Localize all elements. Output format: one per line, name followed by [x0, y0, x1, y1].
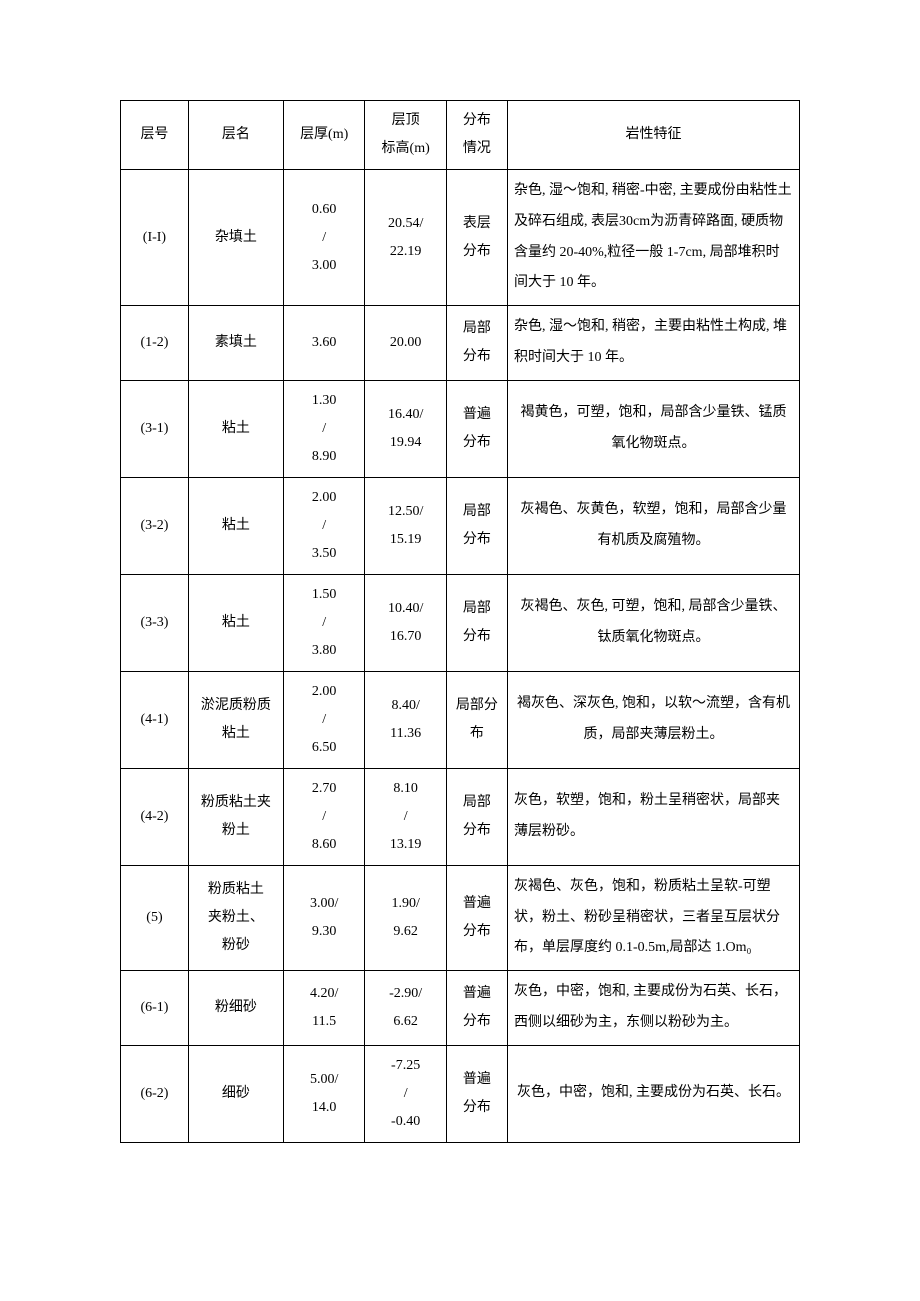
table-row: (1-2)素填土3.6020.00局部分布杂色, 湿～饱和, 稍密，主要由粘性土… — [121, 306, 800, 381]
cell-distribution: 局部分布 — [446, 768, 507, 865]
table-row: (I-I)杂填土0.60/3.0020.54/22.19表层分布杂色, 湿～饱和… — [121, 170, 800, 306]
cell-layer_name: 粘土 — [188, 380, 283, 477]
cell-distribution: 普遍分布 — [446, 865, 507, 970]
cell-thickness: 2.70/8.60 — [283, 768, 364, 865]
cell-layer_no: (3-2) — [121, 477, 189, 574]
table-row: (6-1)粉细砂4.20/11.5-2.90/6.62普遍分布灰色，中密，饱和,… — [121, 971, 800, 1046]
header-top-elev: 层顶标高(m) — [365, 101, 446, 170]
cell-thickness: 1.50/3.80 — [283, 574, 364, 671]
cell-top_elev: 10.40/16.70 — [365, 574, 446, 671]
table-row: (4-2)粉质粘土夹粉土2.70/8.608.10/13.19局部分布灰色，软塑… — [121, 768, 800, 865]
cell-description: 灰色，软塑，饱和，粉土呈稍密状，局部夹薄层粉砂。 — [507, 768, 799, 865]
header-layer-no: 层号 — [121, 101, 189, 170]
cell-layer_name: 杂填土 — [188, 170, 283, 306]
cell-layer_name: 粉质粘土夹粉土 — [188, 768, 283, 865]
cell-layer_name: 粉质粘土夹粉土、粉砂 — [188, 865, 283, 970]
cell-thickness: 2.00/3.50 — [283, 477, 364, 574]
cell-description: 褐黄色，可塑，饱和，局部含少量铁、锰质氧化物斑点。 — [507, 380, 799, 477]
cell-top_elev: -2.90/6.62 — [365, 971, 446, 1046]
cell-top_elev: 12.50/15.19 — [365, 477, 446, 574]
cell-description: 灰色，中密，饱和, 主要成份为石英、长石，西侧以细砂为主，东侧以粉砂为主。 — [507, 971, 799, 1046]
cell-distribution: 局部分布 — [446, 574, 507, 671]
table-header: 层号 层名 层厚(m) 层顶标高(m) 分布情况 岩性特征 — [121, 101, 800, 170]
cell-distribution: 普遍分布 — [446, 1045, 507, 1142]
cell-layer_no: (5) — [121, 865, 189, 970]
table-body: (I-I)杂填土0.60/3.0020.54/22.19表层分布杂色, 湿～饱和… — [121, 170, 800, 1143]
cell-layer_no: (3-3) — [121, 574, 189, 671]
table-row: (3-3)粘土1.50/3.8010.40/16.70局部分布灰褐色、灰色, 可… — [121, 574, 800, 671]
cell-thickness: 3.60 — [283, 306, 364, 381]
cell-description: 灰色，中密，饱和, 主要成份为石英、长石。 — [507, 1045, 799, 1142]
cell-top_elev: 1.90/9.62 — [365, 865, 446, 970]
cell-distribution: 局部分布 — [446, 671, 507, 768]
cell-top_elev: 20.00 — [365, 306, 446, 381]
cell-description: 灰褐色、灰色，饱和，粉质粘土呈软-可塑状，粉土、粉砂呈稍密状，三者呈互层状分布，… — [507, 865, 799, 970]
cell-layer_no: (3-1) — [121, 380, 189, 477]
table-row: (3-2)粘土2.00/3.5012.50/15.19局部分布灰褐色、灰黄色，软… — [121, 477, 800, 574]
cell-distribution: 局部分布 — [446, 477, 507, 574]
cell-thickness: 5.00/14.0 — [283, 1045, 364, 1142]
cell-layer_name: 细砂 — [188, 1045, 283, 1142]
cell-layer_no: (6-2) — [121, 1045, 189, 1142]
cell-description: 杂色, 湿～饱和, 稍密-中密, 主要成份由粘性土及碎石组成, 表层30cm为沥… — [507, 170, 799, 306]
cell-distribution: 普遍分布 — [446, 971, 507, 1046]
cell-layer_name: 粉细砂 — [188, 971, 283, 1046]
cell-description: 灰褐色、灰黄色，软塑，饱和，局部含少量有机质及腐殖物。 — [507, 477, 799, 574]
cell-top_elev: -7.25/-0.40 — [365, 1045, 446, 1142]
cell-description: 褐灰色、深灰色, 饱和，以软～流塑，含有机质，局部夹薄层粉土。 — [507, 671, 799, 768]
cell-layer_no: (6-1) — [121, 971, 189, 1046]
page: 层号 层名 层厚(m) 层顶标高(m) 分布情况 岩性特征 (I-I)杂填土0.… — [0, 0, 920, 1203]
cell-thickness: 0.60/3.00 — [283, 170, 364, 306]
cell-top_elev: 8.40/11.36 — [365, 671, 446, 768]
cell-thickness: 1.30/8.90 — [283, 380, 364, 477]
soil-layer-table: 层号 层名 层厚(m) 层顶标高(m) 分布情况 岩性特征 (I-I)杂填土0.… — [120, 100, 800, 1143]
header-thickness: 层厚(m) — [283, 101, 364, 170]
table-row: (4-1)淤泥质粉质粘土2.00/6.508.40/11.36局部分布褐灰色、深… — [121, 671, 800, 768]
table-row: (5)粉质粘土夹粉土、粉砂3.00/9.301.90/9.62普遍分布灰褐色、灰… — [121, 865, 800, 970]
cell-top_elev: 16.40/19.94 — [365, 380, 446, 477]
cell-thickness: 4.20/11.5 — [283, 971, 364, 1046]
cell-layer_no: (4-1) — [121, 671, 189, 768]
header-distribution: 分布情况 — [446, 101, 507, 170]
cell-layer_no: (4-2) — [121, 768, 189, 865]
cell-distribution: 普遍分布 — [446, 380, 507, 477]
cell-top_elev: 8.10/13.19 — [365, 768, 446, 865]
cell-top_elev: 20.54/22.19 — [365, 170, 446, 306]
cell-layer_name: 粘土 — [188, 574, 283, 671]
cell-thickness: 3.00/9.30 — [283, 865, 364, 970]
table-row: (3-1)粘土1.30/8.9016.40/19.94普遍分布褐黄色，可塑，饱和… — [121, 380, 800, 477]
cell-thickness: 2.00/6.50 — [283, 671, 364, 768]
cell-layer_no: (I-I) — [121, 170, 189, 306]
cell-description: 灰褐色、灰色, 可塑，饱和, 局部含少量铁、钛质氧化物斑点。 — [507, 574, 799, 671]
cell-distribution: 局部分布 — [446, 306, 507, 381]
cell-layer_no: (1-2) — [121, 306, 189, 381]
cell-layer_name: 素填土 — [188, 306, 283, 381]
cell-distribution: 表层分布 — [446, 170, 507, 306]
cell-layer_name: 粘土 — [188, 477, 283, 574]
table-row: (6-2)细砂5.00/14.0-7.25/-0.40普遍分布灰色，中密，饱和,… — [121, 1045, 800, 1142]
cell-layer_name: 淤泥质粉质粘土 — [188, 671, 283, 768]
cell-description: 杂色, 湿～饱和, 稍密，主要由粘性土构成, 堆积时间大于 10 年。 — [507, 306, 799, 381]
header-layer-name: 层名 — [188, 101, 283, 170]
header-description: 岩性特征 — [507, 101, 799, 170]
